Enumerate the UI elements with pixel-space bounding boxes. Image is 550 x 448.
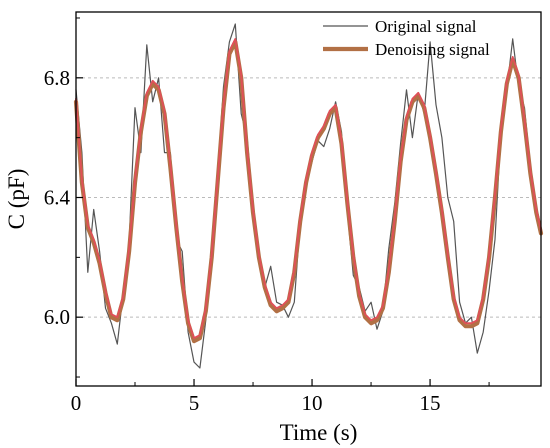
legend: Original signal Denoising signal (323, 17, 490, 59)
y-axis: 6.0 6.4 6.8 (44, 17, 83, 378)
x-axis-title: Time (s) (280, 420, 358, 445)
legend-entry-original: Original signal (375, 17, 477, 36)
series-layer (73, 23, 544, 369)
y-tick-label-0: 6.0 (44, 305, 70, 329)
y-axis-title: C (pF) (4, 169, 29, 230)
x-axis: 0 5 10 15 (71, 379, 490, 415)
plot-area (75, 11, 542, 387)
x-tick-label-2: 10 (302, 391, 323, 415)
series-line-2 (75, 38, 542, 340)
series-line-0 (75, 23, 542, 369)
y-tick-label-2: 6.8 (44, 66, 70, 90)
x-tick-label-1: 5 (189, 391, 200, 415)
x-tick-label-3: 15 (420, 391, 441, 415)
legend-entry-denoising: Denoising signal (375, 40, 490, 59)
series-line-1 (73, 39, 544, 344)
y-tick-label-1: 6.4 (44, 186, 71, 210)
x-tick-label-0: 0 (71, 391, 82, 415)
